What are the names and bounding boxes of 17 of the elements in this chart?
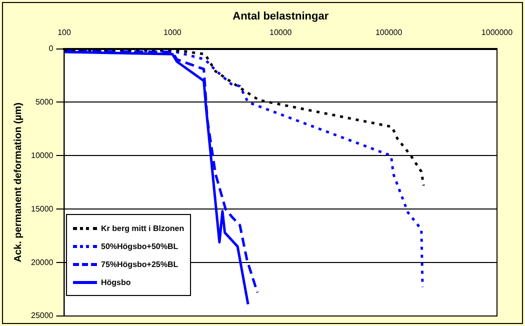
x-axis-title: Antal belastningar bbox=[232, 10, 330, 23]
y-tick-label: 10000 bbox=[30, 150, 54, 160]
legend-label: Högsbo bbox=[101, 278, 131, 286]
x-tick-label: 1000 bbox=[164, 28, 182, 38]
y-tick-label: 5000 bbox=[35, 97, 54, 106]
x-tick-label: 100 bbox=[58, 28, 72, 38]
legend-label: Kr berg mitt i Blzonen bbox=[101, 224, 184, 232]
x-tick-label: 10000 bbox=[270, 28, 292, 38]
x-tick-label: 1000000 bbox=[481, 28, 514, 38]
y-tick-label: 25000 bbox=[30, 311, 54, 320]
x-tick-label: 100000 bbox=[375, 28, 403, 38]
y-tick-label: 15000 bbox=[30, 204, 54, 214]
legend-label: 50%Högsbo+50%BL bbox=[101, 242, 178, 250]
legend-label: 75%Högsbo+25%BL bbox=[101, 260, 178, 268]
y-axis-title: Ack. permanent deformation (µm) bbox=[12, 102, 24, 262]
y-tick-label: 20000 bbox=[30, 258, 54, 267]
y-tick-label: 0 bbox=[48, 44, 54, 54]
